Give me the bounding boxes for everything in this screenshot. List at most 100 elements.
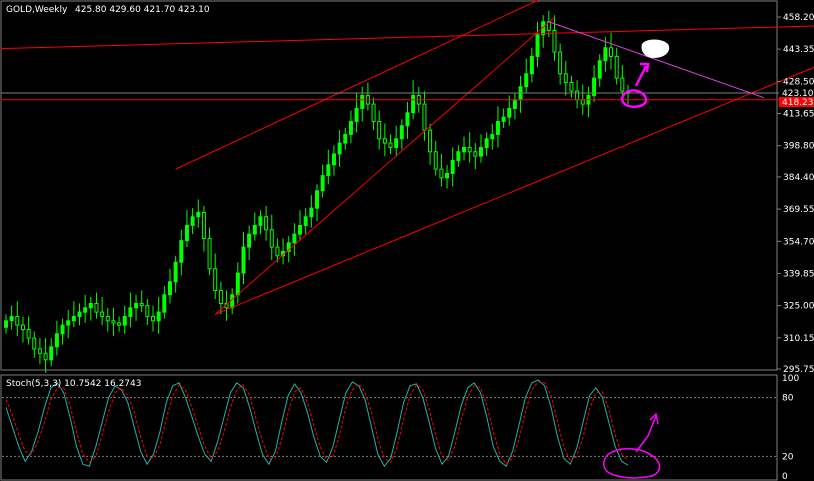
- candle-body: [196, 211, 201, 218]
- price-tick-label: 384.40: [783, 173, 814, 183]
- candle-body: [156, 311, 161, 322]
- candle-body: [331, 153, 336, 166]
- candle-body: [111, 320, 116, 324]
- stoch-panel: Stoch(5,3,3) 10.7542 16.2743 100 80 20 0: [0, 374, 799, 481]
- candle-body: [490, 133, 495, 140]
- candle-body: [484, 138, 489, 148]
- candle-body: [478, 146, 483, 157]
- candle-body: [575, 90, 580, 101]
- candle-body: [20, 324, 25, 330]
- stoch-tick-label: 0: [782, 472, 788, 481]
- candle-body: [252, 224, 257, 235]
- candle-body: [77, 311, 82, 317]
- candle-body: [433, 151, 438, 170]
- candle-body: [201, 211, 206, 239]
- candle-body: [394, 138, 399, 148]
- candle-body: [320, 175, 325, 192]
- price-tick-label: 428.50: [783, 77, 814, 87]
- price-tick-label: 310.15: [783, 334, 814, 344]
- stoch-tick-label: 80: [782, 394, 794, 404]
- candle-body: [399, 125, 404, 140]
- candle-body: [529, 55, 534, 75]
- price-tick-label: 354.70: [783, 237, 814, 247]
- candle-body: [360, 94, 365, 109]
- candle-body: [382, 138, 387, 144]
- candle-body: [411, 94, 416, 114]
- price-tick-label: 325.00: [783, 302, 814, 312]
- candle-body: [230, 294, 235, 309]
- candle-body: [15, 315, 20, 326]
- candle-body: [292, 233, 297, 244]
- steep-support-line: [214, 17, 555, 315]
- support-price-tag: [779, 97, 814, 107]
- candle-body: [569, 81, 574, 92]
- stoch-axis: 100 80 20 0: [782, 374, 799, 481]
- candle-body: [179, 240, 184, 263]
- candle-body: [218, 289, 223, 304]
- candle-body: [37, 348, 42, 354]
- candle-body: [592, 77, 597, 96]
- candle-body: [563, 73, 568, 83]
- candle-body: [241, 246, 246, 274]
- price-tick-label: 413.65: [783, 110, 814, 120]
- candle-body: [377, 120, 382, 140]
- stoch-signal-line: [5, 381, 629, 465]
- symbol-label: GOLD,Weekly: [6, 5, 68, 15]
- candle-body: [439, 168, 444, 179]
- candle-body: [343, 133, 348, 144]
- last-price-label: 423.10: [782, 89, 814, 99]
- stoch-panel-frame: [0, 374, 778, 481]
- price-tick-label: 458.20: [783, 13, 814, 23]
- candle-body: [388, 142, 393, 148]
- stoch-lines: [5, 379, 629, 468]
- price-panel: GOLD,Weekly 425.80 429.60 421.70 423.10 …: [0, 0, 814, 375]
- candle-body: [60, 324, 65, 335]
- stoch-annotation: [603, 412, 661, 479]
- candle-body: [269, 229, 274, 248]
- candle-body: [100, 311, 105, 317]
- candle-body: [66, 320, 71, 326]
- upper-channel-line: [0, 25, 814, 50]
- candle-body: [9, 315, 14, 322]
- candle-body: [371, 103, 376, 122]
- candle-body: [422, 103, 427, 131]
- resistance-line: [548, 21, 764, 99]
- candle-body: [235, 272, 240, 296]
- candle-body: [354, 107, 359, 122]
- candle-body: [326, 164, 331, 177]
- channel-top-line: [175, 0, 540, 170]
- candle-body: [122, 315, 127, 326]
- candle-body: [134, 302, 139, 309]
- candle-body: [117, 322, 122, 326]
- price-tick-label: 443.35: [783, 45, 814, 55]
- candle-body: [139, 302, 144, 307]
- candle-body: [83, 307, 88, 313]
- candle-body: [298, 224, 303, 235]
- candle-body: [535, 34, 540, 57]
- candle-body: [337, 142, 342, 155]
- candle-body: [167, 281, 172, 296]
- candle-body: [173, 261, 178, 283]
- candle-body: [512, 99, 517, 109]
- stoch-main-line: [5, 379, 629, 468]
- candle-body: [105, 315, 110, 322]
- candle-body: [462, 146, 467, 153]
- trend-lines: [0, 0, 814, 315]
- price-tick-label: 398.80: [783, 142, 814, 152]
- candle-body: [88, 302, 93, 309]
- price-tick-label: 339.85: [783, 269, 814, 279]
- ohlc-text: 425.80 429.60 421.70 423.10: [75, 5, 210, 15]
- candle-body: [428, 129, 433, 153]
- candle-body: [32, 337, 37, 350]
- candle-body: [348, 120, 353, 135]
- candle-body: [247, 233, 252, 248]
- candle-body: [275, 246, 280, 257]
- candle-body: [162, 294, 167, 313]
- candle-body: [258, 216, 263, 226]
- candle-body: [609, 47, 614, 57]
- price-axis: 458.20 443.35 428.50 413.65 398.80 384.40 369.…: [777, 13, 814, 375]
- candlestick-series: [4, 10, 630, 373]
- candle-body: [580, 99, 585, 105]
- candle-body: [495, 120, 500, 135]
